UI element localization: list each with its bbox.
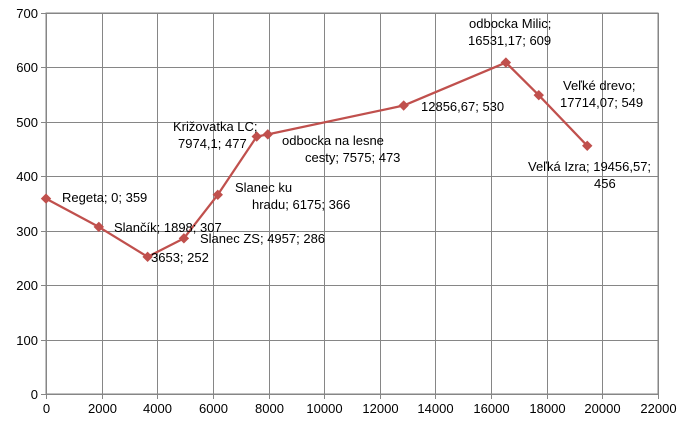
x-tick-label: 18000	[529, 401, 565, 416]
data-label: Slanec ku hradu; 6175; 366	[235, 180, 350, 212]
x-tick-label: 14000	[417, 401, 453, 416]
data-point	[178, 233, 190, 244]
x-tick-label: 2000	[88, 401, 117, 416]
data-point	[93, 221, 105, 233]
data-point	[500, 57, 512, 68]
data-point	[212, 189, 223, 200]
axes: 0 100 200 300 400 500 600 700 0 2000 4000 6000 8000 1…	[16, 6, 676, 416]
data-label: odbocka na lesne cesty; 7575; 473	[282, 133, 400, 165]
x-tick-label: 0	[43, 401, 50, 416]
grid	[45, 12, 659, 395]
data-point	[251, 131, 262, 142]
x-tick-label: 6000	[199, 401, 228, 416]
x-tick-label: 12000	[362, 401, 398, 416]
x-tick-label: 20000	[584, 401, 620, 416]
y-tick-label: 400	[16, 169, 38, 184]
y-tick-label: 200	[16, 278, 38, 293]
data-point	[533, 89, 544, 101]
data-point	[582, 140, 593, 152]
data-label: 3653; 252	[151, 250, 209, 265]
y-tick-label: 0	[31, 387, 38, 402]
x-tick-label: 10000	[306, 401, 342, 416]
data-label: Križovatka LC; 7974,1; 477	[173, 119, 258, 151]
y-tick-label: 100	[16, 333, 38, 348]
x-tick-label: 16000	[473, 401, 509, 416]
data-point	[142, 251, 153, 263]
data-point	[398, 100, 409, 111]
x-tick-label: 8000	[255, 401, 284, 416]
data-label: 12856,67; 530	[421, 99, 504, 114]
y-tick-label: 300	[16, 224, 38, 239]
y-tick-label: 700	[16, 6, 38, 21]
x-tick-label: 4000	[143, 401, 172, 416]
data-label: Veľká Izra; 19456,57; 456	[528, 159, 651, 191]
data-point	[262, 129, 274, 140]
data-label: Regeta; 0; 359	[62, 190, 147, 205]
data-label: Slančík; 1898; 307	[114, 220, 222, 235]
data-label: Slanec ZS; 4957; 286	[200, 231, 325, 246]
y-tick-label: 600	[16, 60, 38, 75]
data-labels: Regeta; 0; 359 Slančík; 1898; 307 3653; 25…	[62, 16, 651, 265]
data-label: odbocka Milic; 16531,17; 609	[468, 16, 551, 48]
series	[40, 57, 593, 263]
data-label: Veľké drevo; 17714,07; 549	[560, 78, 643, 110]
x-tick-label: 22000	[640, 401, 676, 416]
data-point	[40, 193, 52, 204]
y-tick-label: 500	[16, 115, 38, 130]
